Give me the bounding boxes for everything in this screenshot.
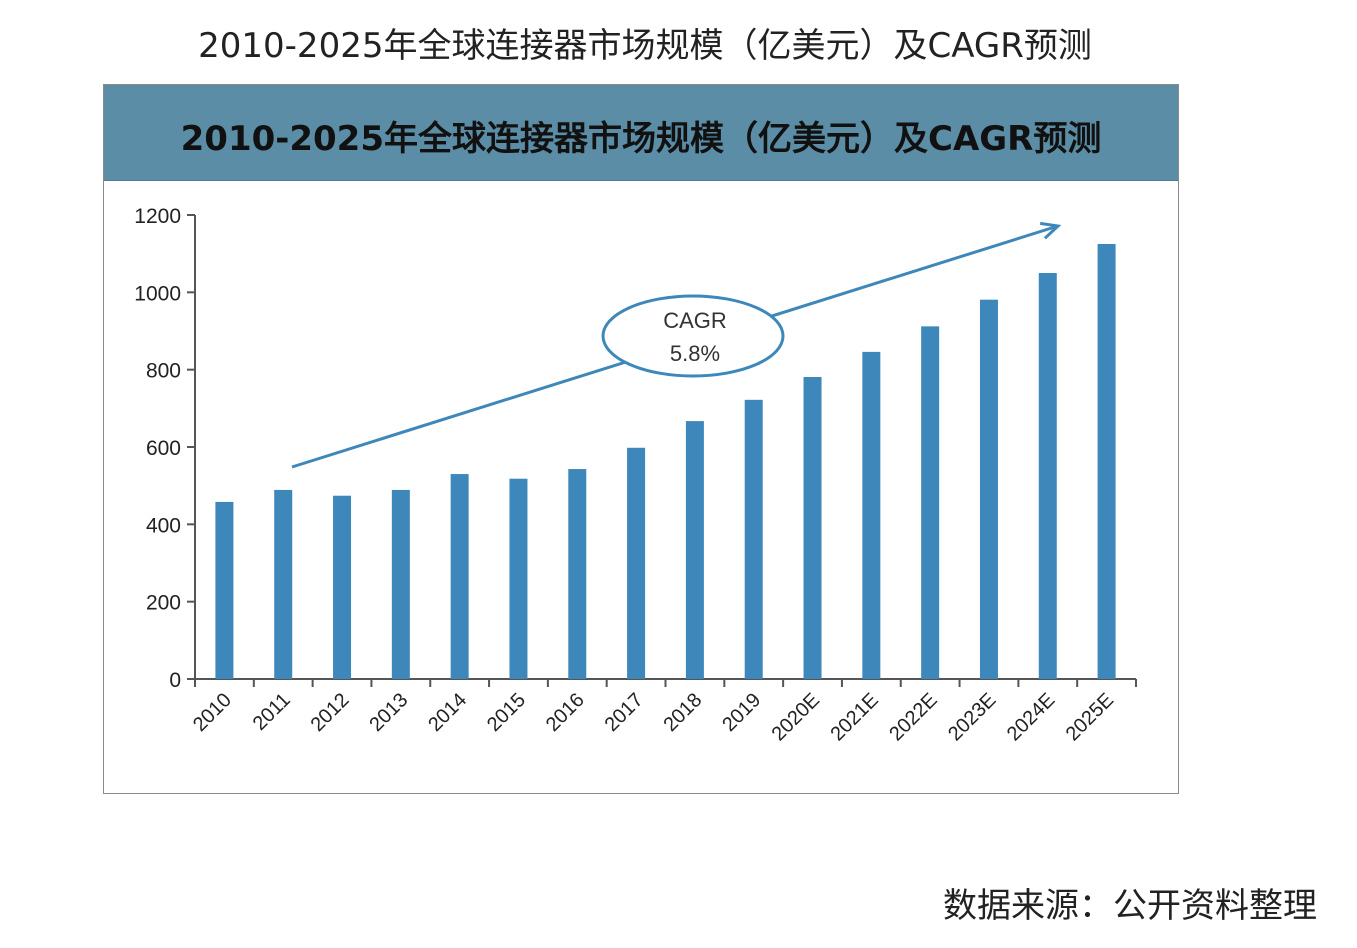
y-tick-label: 1000 <box>134 282 181 305</box>
bar <box>391 489 410 679</box>
x-tick-label: 2024E <box>1003 689 1059 745</box>
y-tick-label: 0 <box>169 669 181 692</box>
y-tick-label: 800 <box>146 360 181 383</box>
x-tick-label: 2023E <box>944 689 1000 745</box>
y-tick-label: 600 <box>146 437 181 460</box>
x-tick-label: 2018 <box>659 689 706 736</box>
bar <box>803 377 822 679</box>
bar <box>568 469 587 679</box>
bar <box>450 474 469 679</box>
y-tick-label: 400 <box>146 514 181 537</box>
cagr-value: 5.8% <box>670 341 720 366</box>
x-tick-label: 2021E <box>826 689 882 745</box>
x-tick-label: 2020E <box>768 689 824 745</box>
x-tick-label: 2025E <box>1062 689 1118 745</box>
chart-title: 2010-2025年全球连接器市场规模（亿美元）及CAGR预测 <box>180 119 1102 159</box>
bar <box>1038 273 1057 679</box>
page-title: 2010-2025年全球连接器市场规模（亿美元）及CAGR预测 <box>198 26 1092 66</box>
bar <box>333 495 352 679</box>
source-note: 数据来源：公开资料整理 <box>943 886 1317 926</box>
x-tick-label: 2012 <box>307 689 354 736</box>
cagr-bubble <box>601 294 785 378</box>
cagr-arrow-head <box>1039 221 1062 240</box>
bar <box>627 447 646 679</box>
chart-header: 2010-2025年全球连接器市场规模（亿美元）及CAGR预测 <box>104 85 1178 181</box>
bar <box>509 478 528 679</box>
x-tick-label: 2013 <box>365 689 412 736</box>
x-tick-label: 2016 <box>542 689 589 736</box>
cagr-label: CAGR <box>663 308 727 333</box>
x-tick-label: 2010 <box>189 689 236 736</box>
x-tick-label: 2017 <box>601 689 648 736</box>
bar <box>215 501 234 679</box>
x-tick-label: 2022E <box>885 689 941 745</box>
bar <box>921 326 940 679</box>
bar <box>862 351 881 679</box>
x-tick-label: 2015 <box>483 689 530 736</box>
bar <box>979 299 998 679</box>
bar <box>685 421 704 679</box>
x-tick-label: 2014 <box>424 689 471 736</box>
bar <box>1097 244 1116 679</box>
x-tick-label: 2011 <box>249 689 295 735</box>
x-tick-label: 2019 <box>718 689 765 736</box>
y-tick-label: 200 <box>146 592 181 615</box>
bar <box>274 489 293 679</box>
y-tick-label: 1200 <box>134 205 181 228</box>
bar <box>744 399 763 679</box>
